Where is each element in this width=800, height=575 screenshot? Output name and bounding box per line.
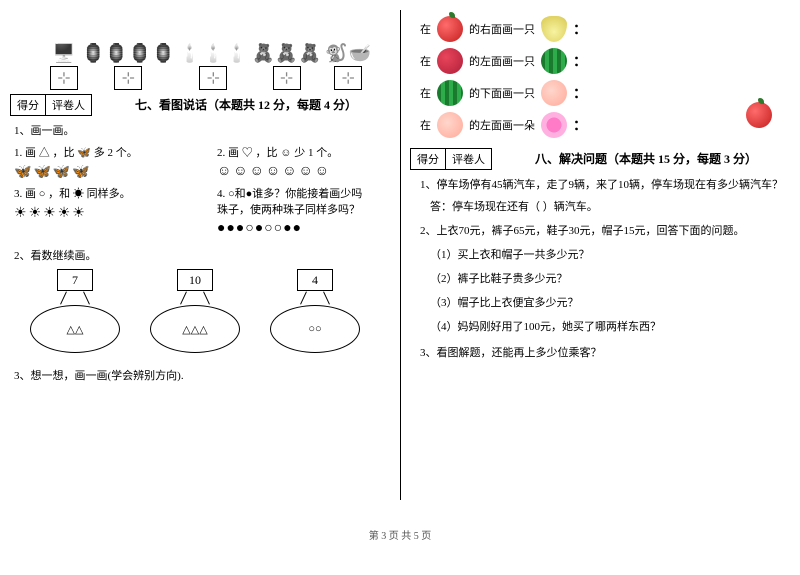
- tree-num: 7: [57, 269, 93, 291]
- left-column: 🖥️ ⊹ 🏮🏮🏮🏮 ⊹ 🕯️🕯️🕯️ ⊹ 🧸🧸🧸 ⊹ 🐒🥣 ⊹: [10, 10, 400, 500]
- tree-num: 4: [297, 269, 333, 291]
- group-bears: 🧸🧸🧸 ⊹: [252, 43, 321, 90]
- q8-2-1: （1）买上衣和帽子一共多少元？: [430, 246, 790, 262]
- beads-row: ●●●○●○○●●: [217, 221, 400, 237]
- answer-box[interactable]: ⊹: [334, 66, 362, 90]
- monkey-icon: 🐒: [325, 43, 347, 64]
- group-candles: 🕯️🕯️🕯️ ⊹: [179, 43, 248, 90]
- q7-1c: 3. 画 ○ ，和 ☀ 同样多。 ☀☀☀☀☀: [14, 185, 197, 237]
- bear-icon: 🧸: [299, 43, 321, 64]
- sun-row: ☀☀☀☀☀: [14, 205, 197, 222]
- candle-icon: 🕯️: [179, 43, 201, 64]
- score-box: 得分 评卷人: [10, 94, 92, 116]
- floating-apple-icon: [746, 102, 772, 128]
- tree-2: 10 △△△: [150, 269, 240, 353]
- plate-icon: 🥣: [349, 43, 371, 64]
- sub-7-3: 3、想一想，画一画(学会辨别方向).: [14, 367, 400, 383]
- score-label: 得分: [11, 95, 46, 115]
- radish-icon: [437, 48, 463, 74]
- q7-1a: 1. 画 △ ，比 🦋 多 2 个。 🦋🦋🦋🦋: [14, 144, 197, 181]
- q8-2-3: （3）帽子比上衣便宜多少元？: [430, 294, 790, 310]
- score-box: 得分 评卷人: [410, 148, 492, 170]
- fruit-row-1: 在 的右面画一只 ：: [420, 16, 790, 42]
- watermelon-icon: [437, 80, 463, 106]
- fruit-row-2: 在 的左面画一只 ：: [420, 48, 790, 74]
- smiley-row: ☺☺☺☺☺☺☺: [217, 164, 400, 180]
- computer-icon: 🖥️: [53, 43, 75, 64]
- page: 🖥️ ⊹ 🏮🏮🏮🏮 ⊹ 🕯️🕯️🕯️ ⊹ 🧸🧸🧸 ⊹ 🐒🥣 ⊹: [10, 10, 790, 550]
- lantern-icon: 🏮: [152, 43, 174, 64]
- section-7-head: 得分 评卷人 七、看图说话（本题共 12 分，每题 4 分）: [10, 94, 400, 116]
- peach-icon: [437, 112, 463, 138]
- group-lanterns: 🏮🏮🏮🏮 ⊹: [82, 43, 175, 90]
- section-7-title: 七、看图说话（本题共 12 分，每题 4 分）: [135, 96, 357, 113]
- group-computer: 🖥️ ⊹: [50, 43, 78, 90]
- section-8-head: 得分 评卷人 八、解决问题（本题共 15 分，每题 3 分）: [410, 148, 790, 170]
- bear-icon: 🧸: [252, 43, 274, 64]
- q8-2-2: （2）裤子比鞋子贵多少元？: [430, 270, 790, 286]
- sub-7-2: 2、看数继续画。: [14, 247, 400, 263]
- q8-2-4: （4）妈妈刚好用了100元，她买了哪两样东西？: [430, 318, 790, 334]
- candle-icon: 🕯️: [202, 43, 224, 64]
- q7-1-grid: 1. 画 △ ，比 🦋 多 2 个。 🦋🦋🦋🦋 2. 画 ♡ ，比 ☺ 少 1 …: [14, 144, 400, 237]
- grader-label: 评卷人: [446, 149, 491, 169]
- tree-num: 10: [177, 269, 213, 291]
- tree-oval[interactable]: △△△: [150, 305, 240, 353]
- answer-box[interactable]: ⊹: [199, 66, 227, 90]
- pear-icon: [541, 16, 567, 42]
- q8-1: 1、停车场停有45辆汽车，走了9辆，来了10辆，停车场现在有多少辆汽车？: [420, 176, 790, 192]
- watermelon-icon: [541, 48, 567, 74]
- tree-oval[interactable]: △△: [30, 305, 120, 353]
- lantern-icon: 🏮: [82, 43, 104, 64]
- bear-icon: 🧸: [275, 43, 297, 64]
- answer-box[interactable]: ⊹: [50, 66, 78, 90]
- section-8-title: 八、解决问题（本题共 15 分，每题 3 分）: [535, 150, 757, 167]
- number-trees: 7 △△ 10 △△△ 4 ○○: [30, 269, 400, 353]
- sun-icon: ☀: [73, 188, 84, 200]
- flower-icon: [541, 112, 567, 138]
- answer-box[interactable]: ⊹: [273, 66, 301, 90]
- fruit-row-3: 在 的下面画一只 ：: [420, 80, 790, 106]
- q7-1d: 4. ○和●谁多？你能接着画少吗 珠子，使两种珠子同样多吗？ ●●●○●○○●●: [217, 185, 400, 237]
- tree-3: 4 ○○: [270, 269, 360, 353]
- group-monkey: 🐒🥣 ⊹: [325, 43, 371, 90]
- score-label: 得分: [411, 149, 446, 169]
- apple-icon: [437, 16, 463, 42]
- tree-oval[interactable]: ○○: [270, 305, 360, 353]
- sub-7-1: 1、画一画。: [14, 122, 400, 138]
- q8-1-answer: 答：停车场现在还有（ ）辆汽车。: [430, 198, 790, 214]
- right-column: 在 的右面画一只 ： 在 的左面画一只 ： 在 的下面画一只 ： 在 的左面画一…: [400, 10, 790, 500]
- fruit-row-4: 在 的左面画一朵 ：: [420, 112, 790, 138]
- page-footer: 第 3 页 共 5 页: [10, 527, 790, 542]
- lantern-icon: 🏮: [105, 43, 127, 64]
- q8-2: 2、上衣70元，裤子65元，鞋子30元，帽子15元，回答下面的问题。: [420, 222, 790, 238]
- butterfly-row: 🦋🦋🦋🦋: [14, 164, 197, 181]
- tree-1: 7 △△: [30, 269, 120, 353]
- peach-icon: [541, 80, 567, 106]
- q8-3: 3、看图解题，还能再上多少位乘客？: [420, 344, 790, 360]
- q7-1b: 2. 画 ♡ ，比 ☺ 少 1 个。 ☺☺☺☺☺☺☺: [217, 144, 400, 181]
- answer-box[interactable]: ⊹: [114, 66, 142, 90]
- lantern-icon: 🏮: [129, 43, 151, 64]
- grader-label: 评卷人: [46, 95, 91, 115]
- candle-icon: 🕯️: [226, 43, 248, 64]
- picture-counting-row: 🖥️ ⊹ 🏮🏮🏮🏮 ⊹ 🕯️🕯️🕯️ ⊹ 🧸🧸🧸 ⊹ 🐒🥣 ⊹: [50, 10, 400, 90]
- butterfly-icon: 🦋: [77, 147, 91, 159]
